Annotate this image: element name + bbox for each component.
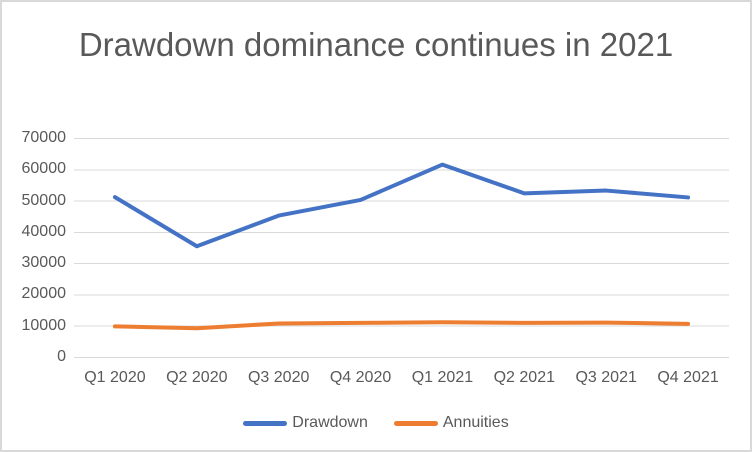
chart-title: Drawdown dominance continues in 2021 [78,26,674,63]
y-tick-label: 10000 [21,316,67,334]
y-tick-label: 0 [57,348,66,365]
legend-item-drawdown: Drawdown [243,412,368,434]
legend: Drawdown Annuities [2,412,750,434]
x-tick-label: Q1 2020 [84,369,146,386]
legend-swatch-icon [243,420,288,426]
y-tick-label: 20000 [21,285,67,303]
x-tick-label: Q4 2020 [329,369,392,386]
x-tick-label: Q4 2021 [657,369,719,386]
legend-label: Drawdown [292,414,368,431]
y-tick-label: 70000 [21,129,67,146]
x-tick-label: Q3 2020 [247,369,310,386]
y-tick-label: 60000 [21,160,67,178]
x-tick-label: Q2 2020 [166,369,228,386]
legend-swatch-icon [393,420,438,426]
y-tick-label: 40000 [21,222,67,240]
x-tick-label: Q1 2021 [411,369,474,386]
series-line-drawdown [112,162,691,249]
legend-label: Annuities [442,414,509,431]
legend-item-annuities: Annuities [393,412,509,434]
y-tick-label: 30000 [21,254,67,272]
x-tick-label: Q3 2021 [575,369,637,386]
series-line-annuities [112,320,691,331]
x-tick-label: Q2 2021 [493,369,555,386]
y-tick-label: 50000 [21,191,67,209]
